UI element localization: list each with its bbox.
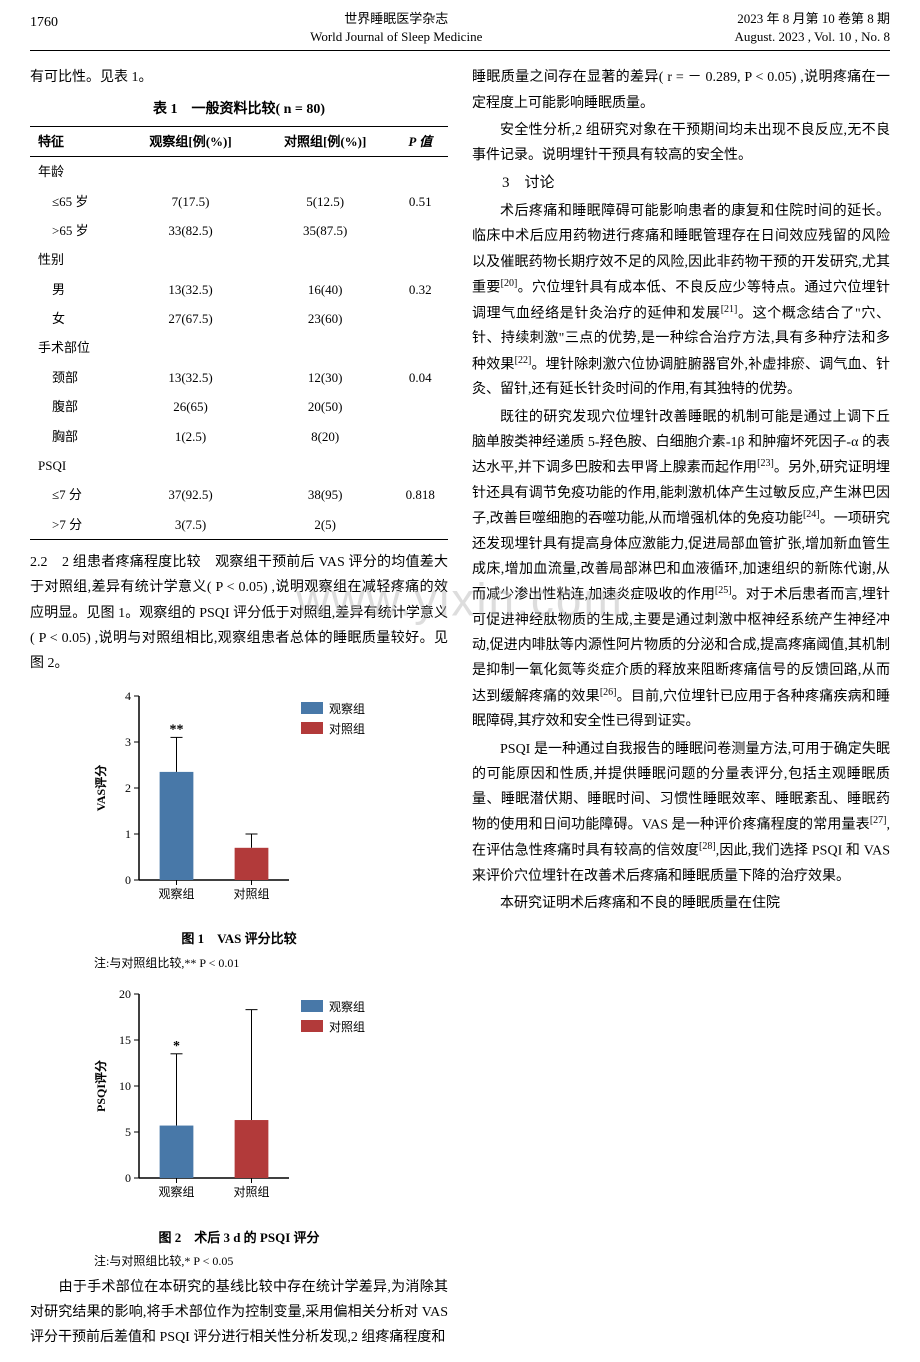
journal-en: World Journal of Sleep Medicine	[310, 28, 482, 46]
right-p2: 安全性分析,2 组研究对象在干预期间均未出现不良反应,无不良事件记录。说明埋针干…	[472, 118, 890, 168]
svg-text:5: 5	[125, 1125, 131, 1139]
table1-section-label: 手术部位	[30, 333, 448, 362]
svg-text:对照组: 对照组	[233, 1185, 269, 1199]
svg-text:0: 0	[125, 873, 131, 887]
right-column: 睡眠质量之间存在显著的差异( r = － 0.289, P < 0.05) ,说…	[472, 65, 890, 1352]
table1: 特征 观察组[例(%)] 对照组[例(%)] P 值 年龄≤65 岁7(17.5…	[30, 126, 448, 540]
figure-1: 01234VAS评分观察组**对照组观察组对照组	[30, 684, 448, 923]
table1-section-label: PSQI	[30, 451, 448, 480]
svg-text:对照组: 对照组	[233, 887, 269, 901]
page-number: 1760	[30, 10, 58, 35]
table-row: 颈部13(32.5)12(30)0.04	[30, 363, 448, 392]
svg-text:观察组: 观察组	[329, 702, 365, 716]
page-header: 1760 世界睡眠医学杂志 World Journal of Sleep Med…	[30, 10, 890, 51]
fig2-chart: 05101520PSQI评分观察组*对照组观察组对照组	[79, 982, 399, 1212]
two-column-content: 有可比性。见表 1。 表 1 一般资料比较( n = 80) 特征 观察组[例(…	[30, 65, 890, 1352]
svg-text:1: 1	[125, 827, 131, 841]
svg-text:2: 2	[125, 781, 131, 795]
table1-col3: P 值	[392, 126, 448, 156]
right-p1: 睡眠质量之间存在显著的差异( r = － 0.289, P < 0.05) ,说…	[472, 65, 890, 115]
table-row: ≤7 分37(92.5)38(95)0.818	[30, 480, 448, 509]
left-column: 有可比性。见表 1。 表 1 一般资料比较( n = 80) 特征 观察组[例(…	[30, 65, 448, 1352]
svg-text:10: 10	[119, 1079, 131, 1093]
table-row: >7 分3(7.5)2(5)	[30, 510, 448, 540]
table-row: 腹部26(65)20(50)	[30, 392, 448, 421]
journal-cn: 世界睡眠医学杂志	[310, 10, 482, 28]
svg-text:3: 3	[125, 735, 131, 749]
table-row: >65 岁33(82.5)35(87.5)	[30, 216, 448, 245]
right-p5: PSQI 是一种通过自我报告的睡眠问卷测量方法,可用于确定失眠的可能原因和性质,…	[472, 737, 890, 889]
fig1-chart: 01234VAS评分观察组**对照组观察组对照组	[79, 684, 399, 914]
section-3-title: 3 讨论	[472, 170, 890, 197]
issue-info: 2023 年 8 月第 10 卷第 8 期 August. 2023 , Vol…	[734, 10, 890, 46]
section-2-2: 2.2 2 组患者疼痛程度比较 观察组干预前后 VAS 评分的均值差大于对照组,…	[30, 550, 448, 676]
svg-text:20: 20	[119, 987, 131, 1001]
svg-text:观察组: 观察组	[329, 1000, 365, 1014]
right-p6: 本研究证明术后疼痛和不良的睡眠质量在住院	[472, 891, 890, 916]
left-bottom-para: 由于手术部位在本研究的基线比较中存在统计学差异,为消除其对研究结果的影响,将手术…	[30, 1275, 448, 1351]
table1-section-label: 性别	[30, 245, 448, 274]
fig2-note: 注:与对照组比较,* P < 0.05	[70, 1251, 448, 1273]
fig1-caption: 图 1 VAS 评分比较	[30, 927, 448, 950]
svg-text:**: **	[170, 723, 184, 738]
svg-text:VAS评分: VAS评分	[93, 765, 108, 811]
svg-text:4: 4	[125, 689, 131, 703]
svg-text:对照组: 对照组	[329, 1020, 365, 1034]
table-row: ≤65 岁7(17.5)5(12.5)0.51	[30, 187, 448, 216]
journal-title: 世界睡眠医学杂志 World Journal of Sleep Medicine	[310, 10, 482, 46]
table-row: 男13(32.5)16(40)0.32	[30, 275, 448, 304]
table-row: 胸部1(2.5)8(20)	[30, 422, 448, 451]
right-p3: 术后疼痛和睡眠障碍可能影响患者的康复和住院时间的延长。临床中术后应用药物进行疼痛…	[472, 199, 890, 402]
table1-col0: 特征	[30, 126, 123, 156]
svg-text:0: 0	[125, 1171, 131, 1185]
fig2-caption: 图 2 术后 3 d 的 PSQI 评分	[30, 1226, 448, 1249]
svg-text:观察组: 观察组	[158, 887, 194, 901]
table1-section-label: 年龄	[30, 157, 448, 187]
table1-col1: 观察组[例(%)]	[123, 126, 258, 156]
figure-2: 05101520PSQI评分观察组*对照组观察组对照组	[30, 982, 448, 1221]
table-row: 女27(67.5)23(60)	[30, 304, 448, 333]
left-intro: 有可比性。见表 1。	[30, 65, 448, 90]
date-en: August. 2023 , Vol. 10 , No. 8	[734, 28, 890, 46]
table1-col2: 对照组[例(%)]	[258, 126, 393, 156]
fig1-note: 注:与对照组比较,** P < 0.01	[70, 953, 448, 975]
date-cn: 2023 年 8 月第 10 卷第 8 期	[734, 10, 890, 28]
svg-text:观察组: 观察组	[158, 1185, 194, 1199]
svg-text:对照组: 对照组	[329, 722, 365, 736]
right-p4: 既往的研究发现穴位埋针改善睡眠的机制可能是通过上调下丘脑单胺类神经递质 5-羟色…	[472, 405, 890, 735]
svg-text:*: *	[173, 1039, 180, 1054]
table1-title: 表 1 一般资料比较( n = 80)	[30, 97, 448, 122]
svg-text:15: 15	[119, 1033, 131, 1047]
svg-text:PSQI评分: PSQI评分	[93, 1060, 108, 1112]
